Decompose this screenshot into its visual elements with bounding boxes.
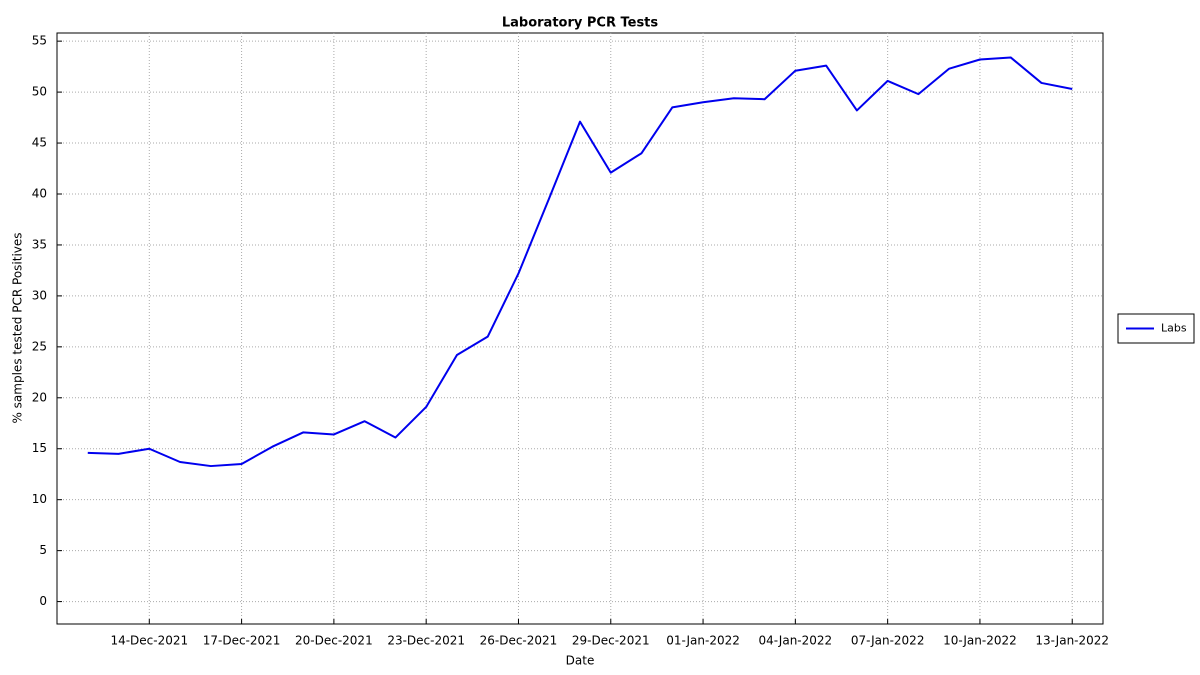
x-tick-label: 17-Dec-2021 <box>203 634 281 648</box>
x-tick-label: 13-Jan-2022 <box>1035 634 1109 648</box>
x-tick-label: 26-Dec-2021 <box>480 634 558 648</box>
legend-label: Labs <box>1161 322 1187 335</box>
x-tick-label: 04-Jan-2022 <box>759 634 833 648</box>
x-axis-label: Date <box>566 654 595 668</box>
y-tick-label: 45 <box>32 136 47 150</box>
x-tick-label: 23-Dec-2021 <box>387 634 465 648</box>
x-tick-label: 07-Jan-2022 <box>851 634 925 648</box>
y-tick-label: 0 <box>39 594 47 608</box>
plot-area <box>56 32 1104 625</box>
y-tick-label: 55 <box>32 34 47 48</box>
y-tick-label: 5 <box>39 543 47 557</box>
data-line <box>87 56 1073 468</box>
x-tick-label: 29-Dec-2021 <box>572 634 650 648</box>
y-tick-label: 50 <box>32 85 47 99</box>
y-tick-label: 30 <box>32 288 47 302</box>
x-tick-label: 01-Jan-2022 <box>666 634 740 648</box>
y-tick-label: 40 <box>32 186 47 200</box>
y-tick-label: 15 <box>32 441 47 455</box>
y-tick-label: 20 <box>32 390 47 404</box>
x-tick-label: 14-Dec-2021 <box>110 634 188 648</box>
x-tick-label: 10-Jan-2022 <box>943 634 1017 648</box>
y-tick-label: 10 <box>32 492 47 506</box>
y-tick-label: 25 <box>32 339 47 353</box>
chart-title: Laboratory PCR Tests <box>502 16 659 31</box>
y-tick-label: 35 <box>32 237 47 251</box>
y-axis-label: % samples tested PCR Positives <box>11 232 25 423</box>
x-tick-label: 20-Dec-2021 <box>295 634 373 648</box>
